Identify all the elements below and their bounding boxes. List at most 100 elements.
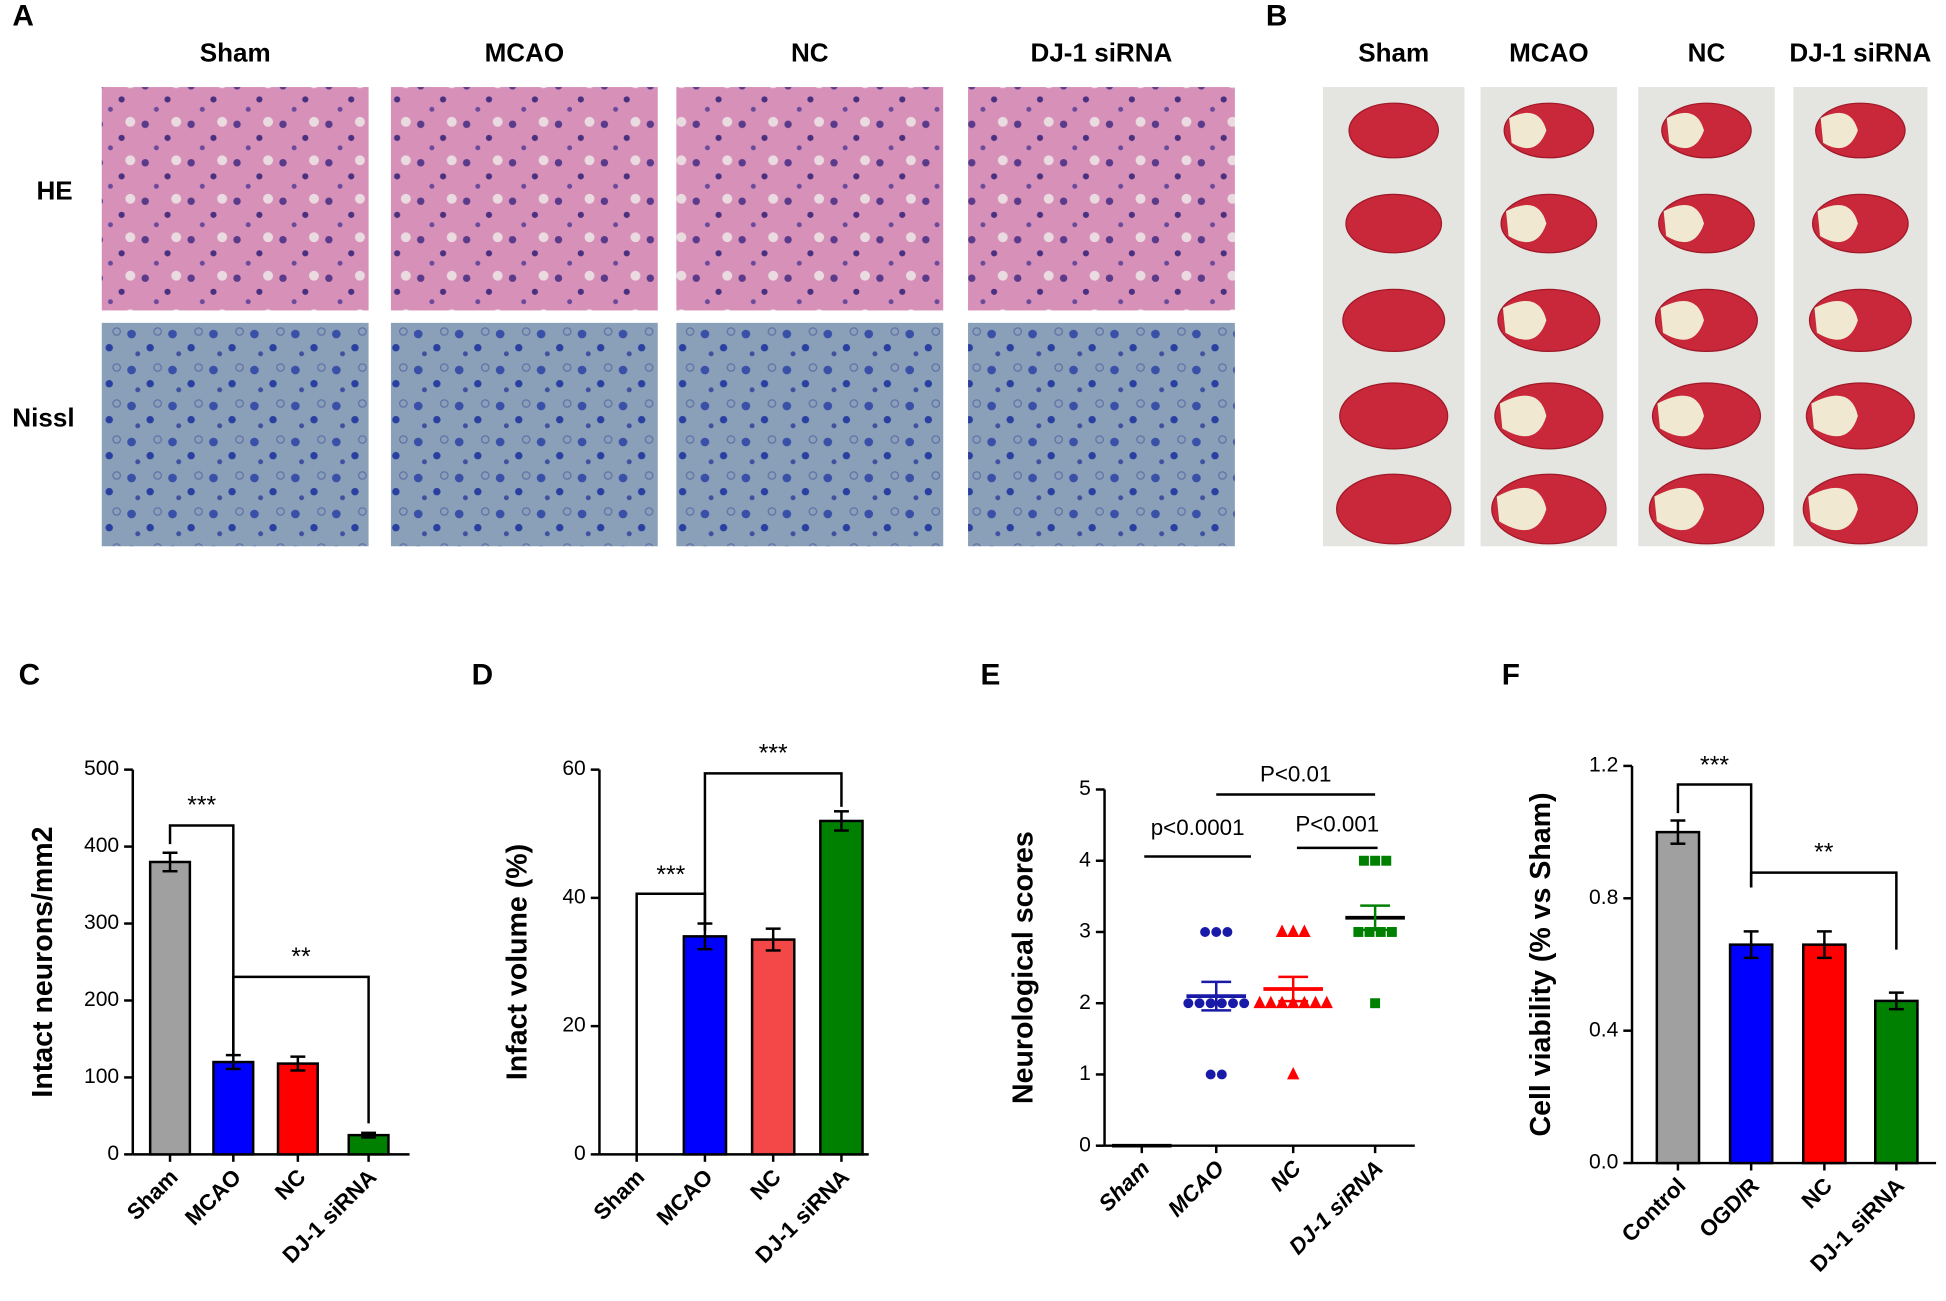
point (1370, 998, 1381, 1009)
bar (1874, 999, 1919, 1165)
y-tick-label: 2 (1079, 991, 1091, 1014)
nissl-image (968, 322, 1235, 547)
infarct (1663, 205, 1704, 243)
y-tick-label: 5 (1079, 777, 1091, 800)
error-bar (1816, 930, 1832, 960)
point (1205, 1069, 1216, 1080)
y-axis-label: Infact volume (%) (501, 844, 533, 1080)
brain-slice (1348, 102, 1440, 159)
column-label: MCAO (485, 38, 565, 68)
error-bar (834, 810, 849, 832)
point (1353, 927, 1364, 937)
bar (212, 1060, 255, 1156)
panel-letter: A (12, 0, 34, 32)
nissl-image (676, 322, 944, 547)
error-bar (1360, 904, 1390, 932)
x-tick-label: Sham (1094, 1156, 1155, 1217)
panel-letter: C (19, 658, 41, 691)
point (1320, 995, 1333, 1009)
point (1228, 998, 1238, 1009)
significance-bracket (232, 975, 370, 1124)
significance-label: p<0.0001 (1151, 815, 1245, 840)
y-tick-label: 0.0 (1589, 1151, 1618, 1174)
y-tick-label: 0.8 (1589, 886, 1618, 909)
point (1364, 927, 1375, 937)
brain-slice (1336, 473, 1452, 545)
significance-label: ** (1814, 840, 1834, 867)
error-bar (290, 1055, 306, 1072)
column-label: Sham (200, 38, 271, 68)
y-tick-label: 300 (84, 911, 119, 934)
y-axis-label: Neurological scores (1008, 831, 1040, 1104)
infarct (1654, 487, 1704, 531)
x-tick-label: MCAO (1163, 1156, 1229, 1222)
y-axis-label: Cell viability (% vs Sham) (1525, 792, 1557, 1136)
infarct (1814, 300, 1858, 340)
significance-label: *** (759, 740, 788, 767)
infarct (1811, 395, 1858, 437)
nissl-image (101, 322, 369, 547)
error-bar (1201, 980, 1232, 1012)
y-tick-label: 1.2 (1589, 753, 1618, 776)
point (1216, 1069, 1227, 1080)
infarct (1657, 395, 1704, 437)
point (1309, 995, 1322, 1009)
error-bar (1670, 819, 1686, 845)
error-bar (361, 1131, 377, 1139)
significance-label: *** (1700, 753, 1729, 780)
brain-slice (1339, 382, 1449, 450)
infarct (1499, 395, 1547, 437)
bar (1728, 943, 1774, 1165)
he-image (101, 87, 369, 311)
y-tick-label: 1 (1079, 1062, 1091, 1085)
infarct (1660, 300, 1704, 340)
column-label: DJ-1 siRNA (1789, 38, 1931, 68)
point (1216, 998, 1227, 1009)
y-tick-label: 500 (84, 757, 119, 780)
significance-label: P<0.01 (1260, 762, 1331, 787)
x-tick-label: NC (1797, 1173, 1837, 1213)
y-tick-label: 20 (562, 1014, 585, 1037)
point (1211, 927, 1222, 937)
error-bar (1743, 930, 1759, 960)
infarct (1509, 112, 1547, 149)
point (1183, 998, 1194, 1009)
point (1298, 924, 1311, 937)
point (1239, 998, 1250, 1009)
x-tick-label: NC (270, 1164, 310, 1204)
infarct (1820, 112, 1858, 149)
error-bar (1278, 975, 1309, 1003)
he-image (676, 87, 944, 311)
bar (1655, 830, 1701, 1165)
bar (276, 1062, 319, 1156)
infarct (1817, 205, 1858, 243)
bar (819, 819, 864, 1156)
point (1205, 998, 1216, 1009)
x-tick-label: MCAO (652, 1164, 718, 1230)
point (1286, 1067, 1300, 1080)
significance-label: ** (291, 944, 311, 971)
point (1386, 927, 1397, 937)
error-bar (765, 927, 781, 952)
bar (1802, 943, 1847, 1165)
point (1370, 855, 1381, 866)
column-label: NC (791, 38, 829, 68)
point (1194, 998, 1205, 1009)
brain-slice (1345, 193, 1443, 254)
y-tick-label: 60 (562, 757, 585, 780)
panel-letter: B (1266, 0, 1288, 32)
x-tick-label: NC (745, 1164, 785, 1204)
infarct (1506, 205, 1547, 243)
bar (148, 860, 192, 1156)
x-tick-label: OGD/R (1694, 1173, 1763, 1242)
significance-bracket (168, 824, 235, 1056)
y-axis-label: Intact neurons/mm2 (27, 826, 59, 1097)
bar (750, 938, 796, 1156)
y-tick-label: 0 (1079, 1133, 1091, 1156)
panel-letter: E (980, 658, 1000, 691)
nissl-image (390, 322, 658, 547)
point (1275, 924, 1289, 937)
x-tick-label: Sham (589, 1164, 650, 1225)
